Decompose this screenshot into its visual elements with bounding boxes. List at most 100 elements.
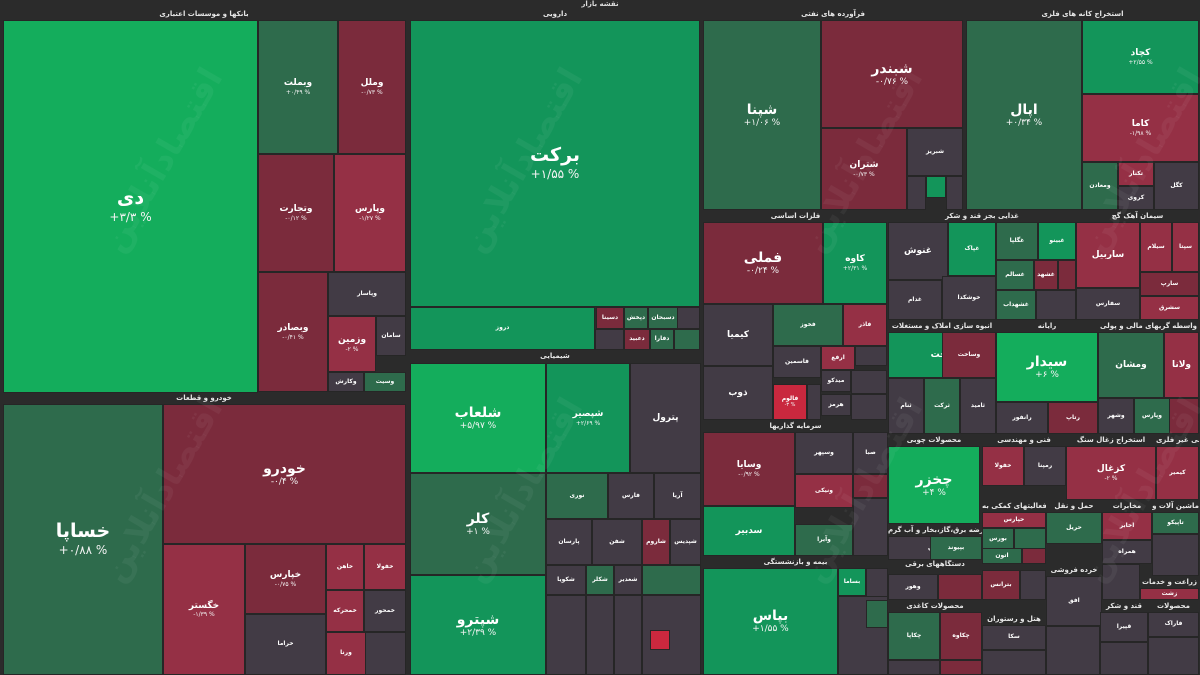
tile-شلعاب[interactable]: شلعاب +۵/۹۷ % [410, 363, 546, 473]
tile-خودرو[interactable]: خودرو -۰/۴ % [163, 404, 406, 544]
tile-سدبیر[interactable]: سدبیر [703, 506, 795, 556]
tile-سیلام[interactable]: سیلام [1140, 222, 1172, 272]
tile-وبصادر[interactable]: وبصادر -۰/۴۱ % [258, 272, 328, 392]
tile-وسیت[interactable]: وسیت [364, 372, 406, 392]
tile-وزمین[interactable]: وزمین -۲ % [328, 316, 376, 372]
tile-غبینو[interactable]: غبینو [1038, 222, 1076, 260]
tile-غدام[interactable]: غدام [888, 280, 942, 320]
tile-فاراک[interactable]: فاراک [1148, 612, 1199, 637]
tile-بپاس[interactable]: بپاس +۱/۵۵ % [703, 568, 838, 675]
tile-شغدیر[interactable]: شغدیر [614, 565, 642, 595]
tile-غنوش[interactable]: غنوش [888, 222, 948, 280]
tile-شپصیر[interactable]: شپصیر +۲/۶۹ % [546, 363, 630, 473]
tile-کیمیر[interactable]: کیمیر [1156, 446, 1199, 500]
tile-اپال[interactable]: اپال +۰/۳۴ % [966, 20, 1082, 210]
tile-سپتا[interactable]: سپتا [1172, 222, 1199, 272]
tile-وپارس[interactable]: وپارس -۱/۲۷ % [334, 154, 406, 272]
tile-وآیرا[interactable]: وآیرا [795, 524, 853, 556]
tile-دی[interactable]: دی +۳/۳ % [3, 20, 258, 393]
tile-تکنار[interactable]: تکنار [1118, 162, 1154, 186]
tile-وهور[interactable]: وهور [888, 574, 938, 600]
tile-افق[interactable]: افق [1046, 576, 1102, 626]
tile-همراه[interactable]: همراه [1102, 540, 1152, 564]
tile-سیدار[interactable]: سیدار +۶ % [996, 332, 1098, 402]
tile-رانفور[interactable]: رانفور [996, 402, 1048, 434]
tile-شکلر[interactable]: شکلر [586, 565, 614, 595]
tile-کچاد[interactable]: کچاد +۲/۵۵ % [1082, 20, 1199, 94]
tile-خمحور[interactable]: خمحور [364, 590, 406, 632]
tile-ساربیل[interactable]: ساربیل [1076, 222, 1140, 288]
tile-سفارس[interactable]: سفارس [1076, 288, 1140, 320]
tile-ورنا[interactable]: ورنا [326, 632, 366, 675]
tile-خگستر[interactable]: خگستر -۱/۳۹ % [163, 544, 245, 675]
tile-دروز[interactable]: دروز [410, 307, 595, 350]
tile-کروی[interactable]: کروی [1118, 186, 1154, 210]
tile-وسایا[interactable]: وسایا -۰/۹۲ % [703, 432, 795, 506]
tile-اخابر[interactable]: اخابر [1102, 512, 1152, 540]
tile-کلر[interactable]: کلر +۱ % [410, 473, 546, 575]
tile-رتاپ[interactable]: رتاپ [1048, 402, 1098, 434]
tile-چکاوه[interactable]: چکاوه [940, 612, 982, 660]
tile-ثامید[interactable]: ثامید [960, 378, 996, 434]
tile-بساما[interactable]: بساما [838, 568, 866, 596]
tile-ومعادن[interactable]: ومعادن [1082, 162, 1118, 210]
tile-سشرق[interactable]: سشرق [1140, 296, 1199, 320]
tile-زشت[interactable]: زشت [1140, 588, 1199, 600]
tile-قپیرا[interactable]: قپیرا [1100, 612, 1148, 642]
tile-خپارس[interactable]: خپارس -۰/۷۵ % [245, 544, 326, 614]
tile-پارسان[interactable]: پارسان [546, 519, 592, 565]
tile-پترول[interactable]: پترول [630, 363, 701, 473]
tile-شفن[interactable]: شفن [592, 519, 642, 565]
tile-وتجارت[interactable]: وتجارت -۰/۱۲ % [258, 154, 334, 272]
tile-صبا[interactable]: صبا [853, 432, 888, 474]
tile-ونیکی[interactable]: ونیکی [795, 474, 853, 508]
tile-ارفع[interactable]: ارفع [821, 346, 855, 370]
tile-خاهن[interactable]: خاهن [326, 544, 364, 590]
tile-شکویا[interactable]: شکویا [546, 565, 586, 595]
tile-حریل[interactable]: حریل [1046, 512, 1102, 544]
tile-غشهداب[interactable]: غشهداب [996, 290, 1036, 320]
tile-آریا[interactable]: آریا [654, 473, 701, 519]
tile-وبملت[interactable]: وبملت +۰/۴۹ % [258, 20, 338, 154]
tile-خفولا[interactable]: خفولا [982, 446, 1024, 486]
tile-خساپا[interactable]: خساپا +۰/۸۸ % [3, 404, 163, 675]
tile-شتران[interactable]: شتران -۰/۷۳ % [821, 128, 907, 210]
tile-فاسمین[interactable]: فاسمین [773, 346, 821, 378]
tile-وسپهر[interactable]: وسپهر [795, 432, 853, 474]
tile-شپدیس[interactable]: شپدیس [670, 519, 701, 565]
tile-شبندر[interactable]: شبندر -۰/۷۶ % [821, 20, 963, 128]
tile-فارس[interactable]: فارس [608, 473, 654, 519]
tile-ثرکت[interactable]: ثرکت [924, 378, 960, 434]
tile-شاروم[interactable]: شاروم [642, 519, 670, 565]
tile-فاذر[interactable]: فاذر [843, 304, 887, 346]
tile-شپترو[interactable]: شپترو +۲/۳۹ % [410, 575, 546, 675]
tile-شپنا[interactable]: شپنا +۱/۰۶ % [703, 20, 821, 210]
tile-خفولا[interactable]: خفولا [364, 544, 406, 590]
tile-سارپ[interactable]: سارپ [1140, 272, 1199, 296]
tile-بپیوند[interactable]: بپیوند [930, 536, 982, 560]
tile-سکا[interactable]: سکا [982, 625, 1046, 650]
tile-کزغال[interactable]: کزغال -۲ % [1066, 446, 1156, 500]
tile-ولانا[interactable]: ولانا [1164, 332, 1199, 398]
tile-غشهد[interactable]: غشهد [1034, 260, 1058, 290]
tile-غگلپا[interactable]: غگلپا [996, 222, 1038, 260]
tile-نوری[interactable]: نوری [546, 473, 608, 519]
tile-دسبحان[interactable]: دسبحان [648, 307, 678, 329]
tile-اتون[interactable]: اتون [982, 548, 1022, 564]
tile-بورس[interactable]: بورس [982, 528, 1014, 550]
tile-ثنام[interactable]: ثنام [888, 378, 924, 434]
tile-وملل[interactable]: وملل -۰/۷۳ % [338, 20, 406, 154]
tile-وساخت[interactable]: وساخت [942, 332, 996, 378]
tile-کیمیا[interactable]: کیمیا [703, 304, 773, 366]
tile-میدکو[interactable]: میدکو [821, 370, 851, 392]
tile-فالوم[interactable]: فالوم -۳ % [773, 384, 807, 420]
tile-خراما[interactable]: خراما [245, 614, 326, 675]
tile-فملی[interactable]: فملی -۰/۲۴ % [703, 222, 823, 304]
tile-ذوب[interactable]: ذوب [703, 366, 773, 420]
tile-فخوز[interactable]: فخوز [773, 304, 843, 346]
tile-سامان[interactable]: سامان [376, 316, 406, 356]
tile-وشهر[interactable]: وشهر [1098, 398, 1134, 434]
tile-حپارس[interactable]: حپارس [982, 512, 1046, 528]
tile-رمپنا[interactable]: رمپنا [1024, 446, 1066, 486]
tile-چخزر[interactable]: چخزر +۴ % [888, 446, 980, 524]
